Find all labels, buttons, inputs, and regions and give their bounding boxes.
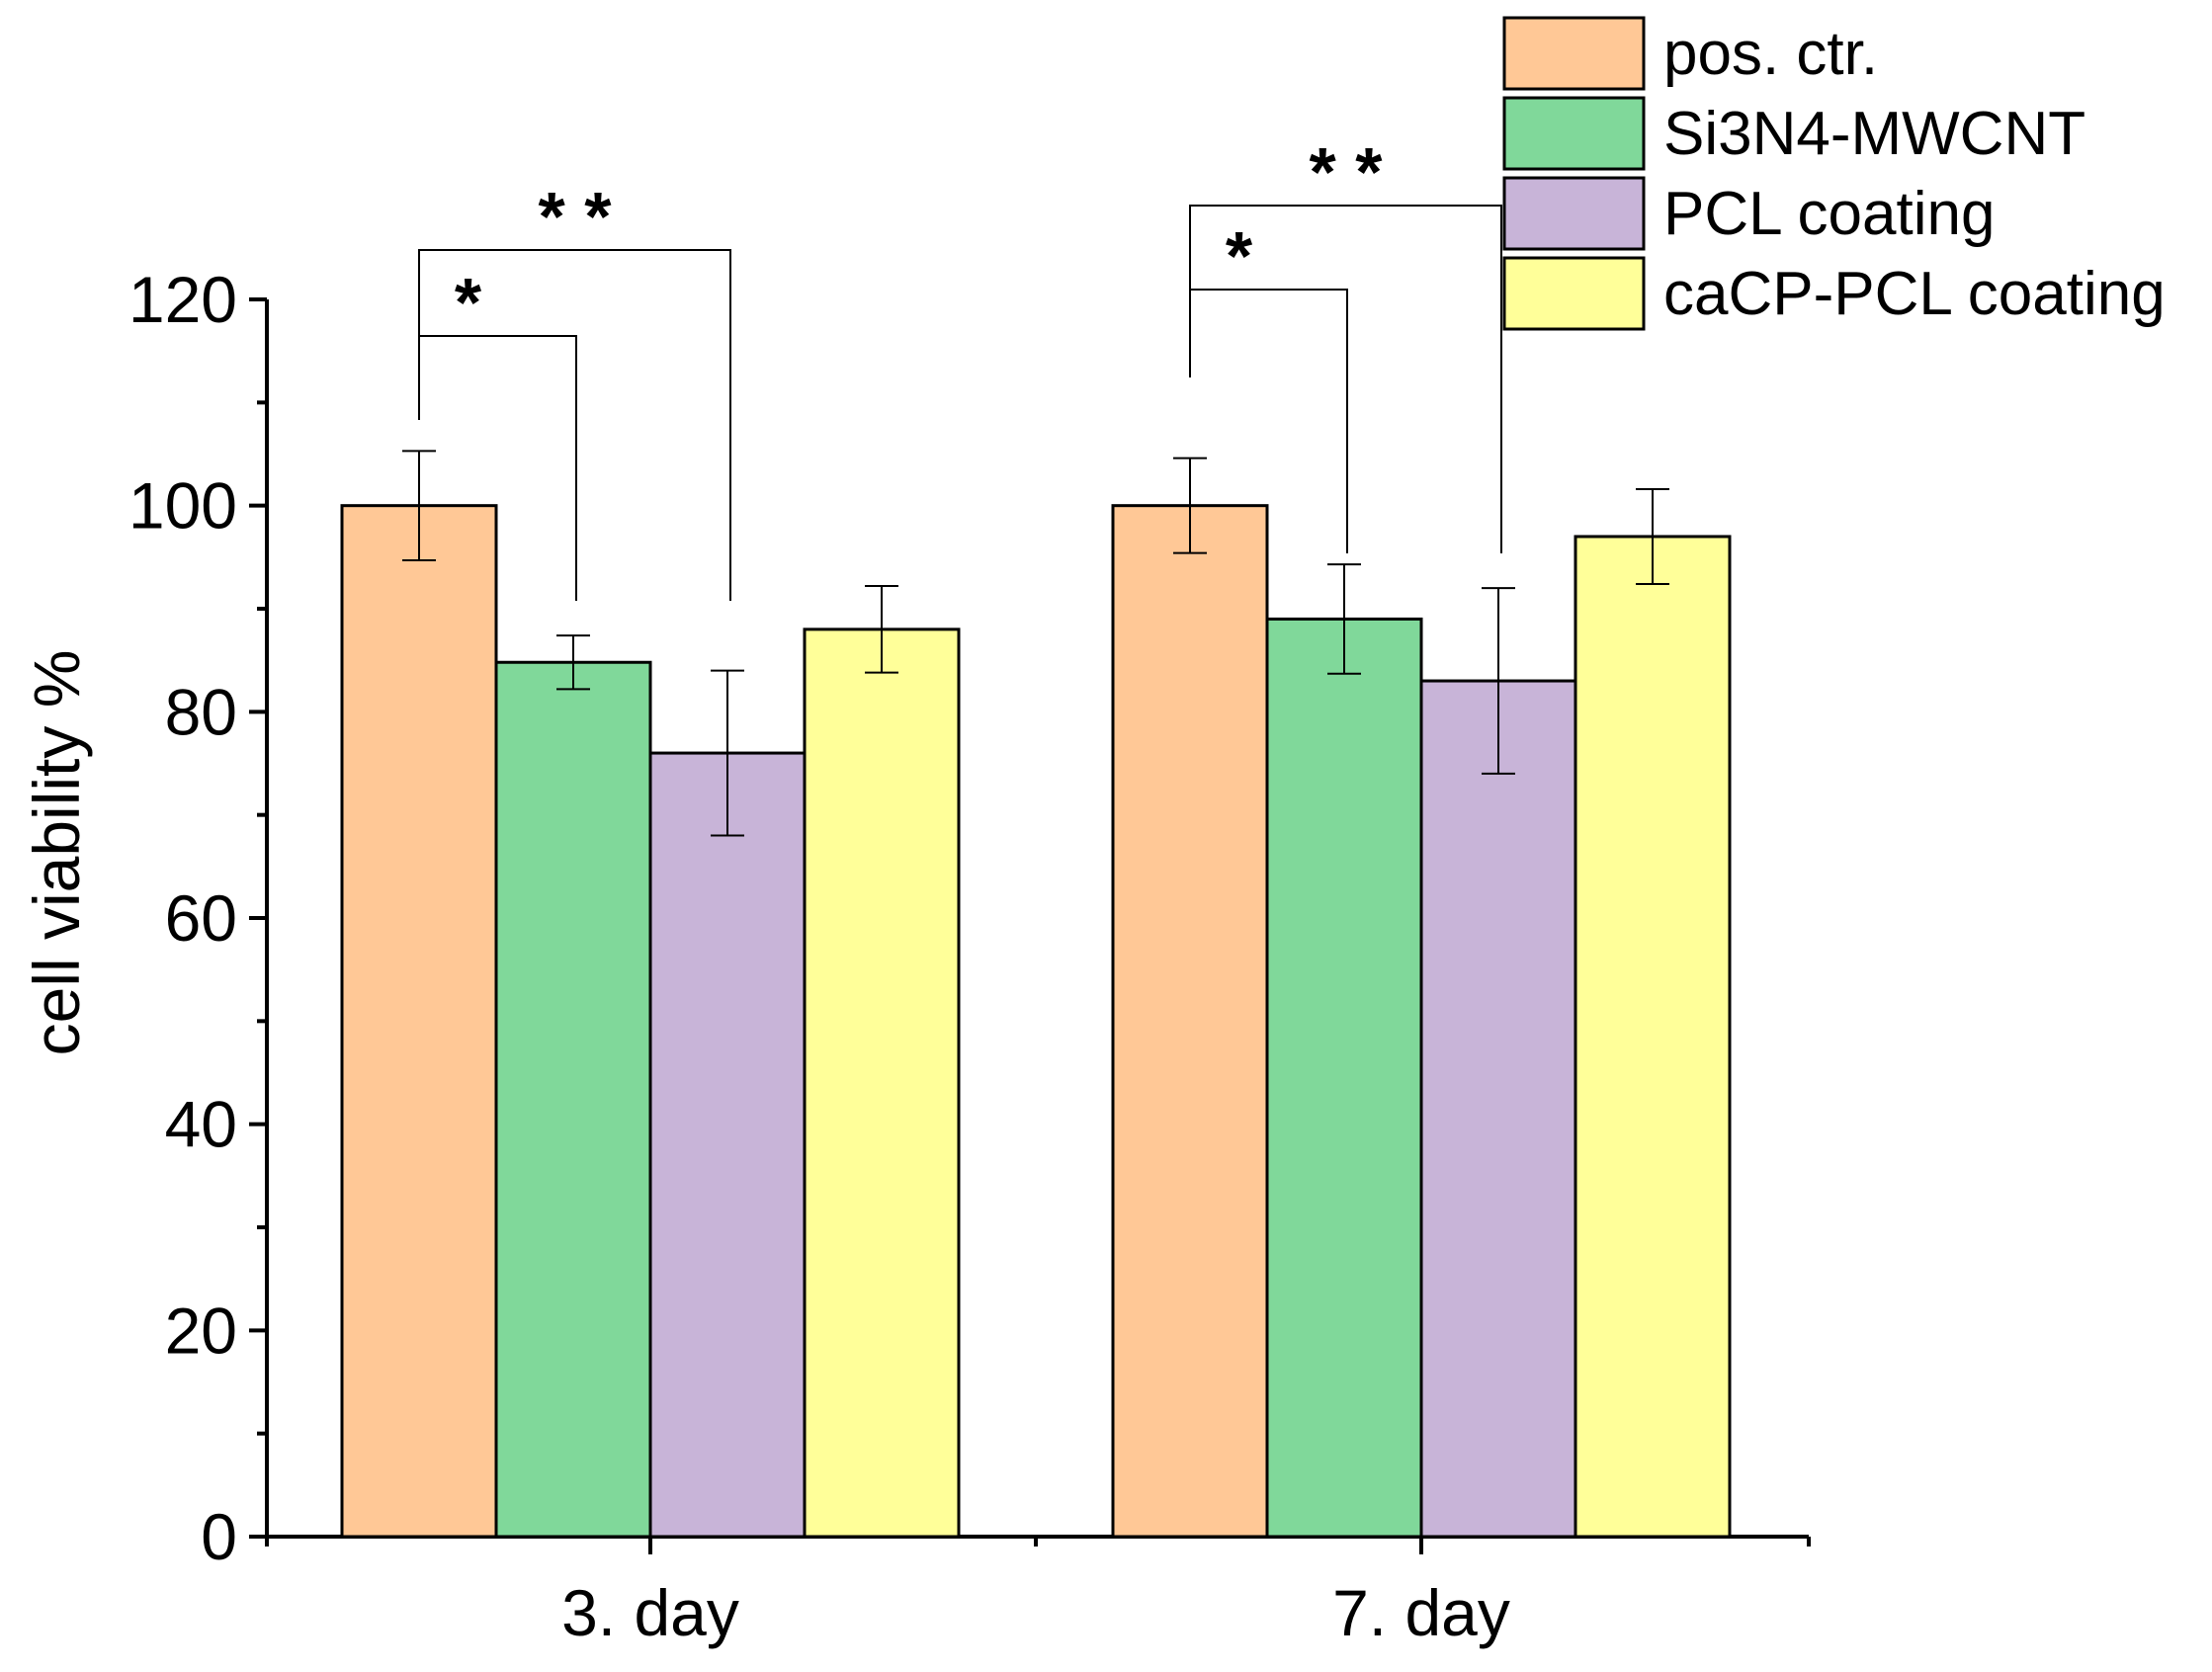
y-tick-label: 120 — [128, 263, 237, 336]
bar — [648, 751, 807, 1539]
bar — [1265, 617, 1423, 1539]
legend-swatch — [1502, 256, 1646, 331]
significance-brackets: * * * * * * — [418, 133, 1502, 601]
bar — [1574, 535, 1732, 1539]
bar — [1419, 679, 1577, 1539]
legend-swatch — [1502, 176, 1646, 251]
bar — [340, 504, 498, 1539]
legend-swatch — [1502, 96, 1646, 171]
significance-label: * — [455, 264, 482, 341]
y-tick-label: 40 — [165, 1088, 237, 1161]
significance-bracket — [1189, 205, 1502, 553]
x-tick-label: 7. day — [1332, 1576, 1510, 1649]
y-tick-label: 60 — [165, 881, 237, 955]
significance-label: * * — [539, 178, 613, 255]
bar — [494, 660, 652, 1539]
legend-label: Si3N4-MWCNT — [1663, 100, 2085, 168]
significance-label: * * — [1310, 133, 1384, 210]
error-bars — [402, 450, 1669, 837]
y-tick-label: 80 — [165, 675, 237, 748]
bar — [1111, 504, 1269, 1539]
bar — [803, 627, 961, 1539]
significance-bracket — [418, 249, 731, 601]
y-tick-label: 0 — [201, 1500, 237, 1573]
legend-label: caCP-PCL coating — [1663, 260, 2166, 328]
y-tick-label: 20 — [165, 1294, 237, 1367]
legend-label: PCL coating — [1663, 180, 1995, 248]
legend: pos. ctr. Si3N4-MWCNT PCL coating caCP-PCL … — [1502, 16, 2166, 331]
y-axis-title: cell viability % — [20, 650, 93, 1056]
x-tick-label: 3. day — [561, 1576, 739, 1649]
y-tick-label: 100 — [128, 469, 237, 543]
significance-label: * — [1226, 217, 1253, 294]
legend-swatch — [1502, 16, 1646, 91]
x-axis: 3. day 7. day — [265, 1535, 1811, 1649]
bars — [340, 504, 1732, 1539]
y-axis: 0 20 40 60 80 100 120 — [128, 263, 269, 1573]
legend-label: pos. ctr. — [1663, 20, 1878, 88]
